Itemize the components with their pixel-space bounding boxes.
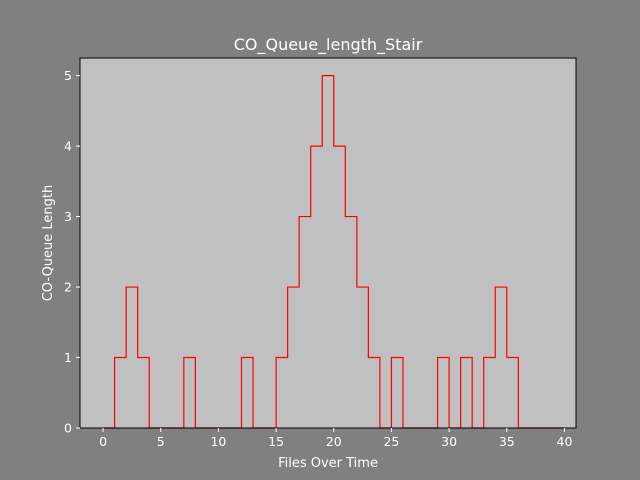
y-tick-label: 3	[64, 209, 72, 224]
x-tick-label: 0	[99, 434, 107, 449]
x-tick-label: 5	[157, 434, 165, 449]
plot-frame	[79, 57, 577, 429]
x-tick-label: 20	[326, 434, 342, 449]
y-axis: 0 1 2 3 4 5	[64, 68, 80, 436]
x-axis: 0 5 10 15 20 25 30 35 40	[99, 428, 572, 449]
x-tick-label: 40	[557, 434, 573, 449]
plot-area	[80, 58, 576, 428]
y-axis-label: CO-Queue Length	[41, 185, 56, 302]
y-tick-label: 0	[64, 421, 72, 436]
x-tick-label: 35	[499, 434, 515, 449]
chart-title: CO_Queue_length_Stair	[234, 35, 423, 55]
y-tick-label: 5	[64, 68, 72, 83]
y-tick-label: 2	[64, 280, 72, 295]
x-axis-label: Files Over Time	[278, 456, 378, 471]
x-tick-label: 30	[441, 434, 457, 449]
y-tick-label: 4	[64, 139, 72, 154]
x-tick-label: 25	[383, 434, 399, 449]
x-tick-label: 15	[268, 434, 284, 449]
y-tick-label: 1	[64, 350, 72, 365]
x-tick-label: 10	[210, 434, 226, 449]
